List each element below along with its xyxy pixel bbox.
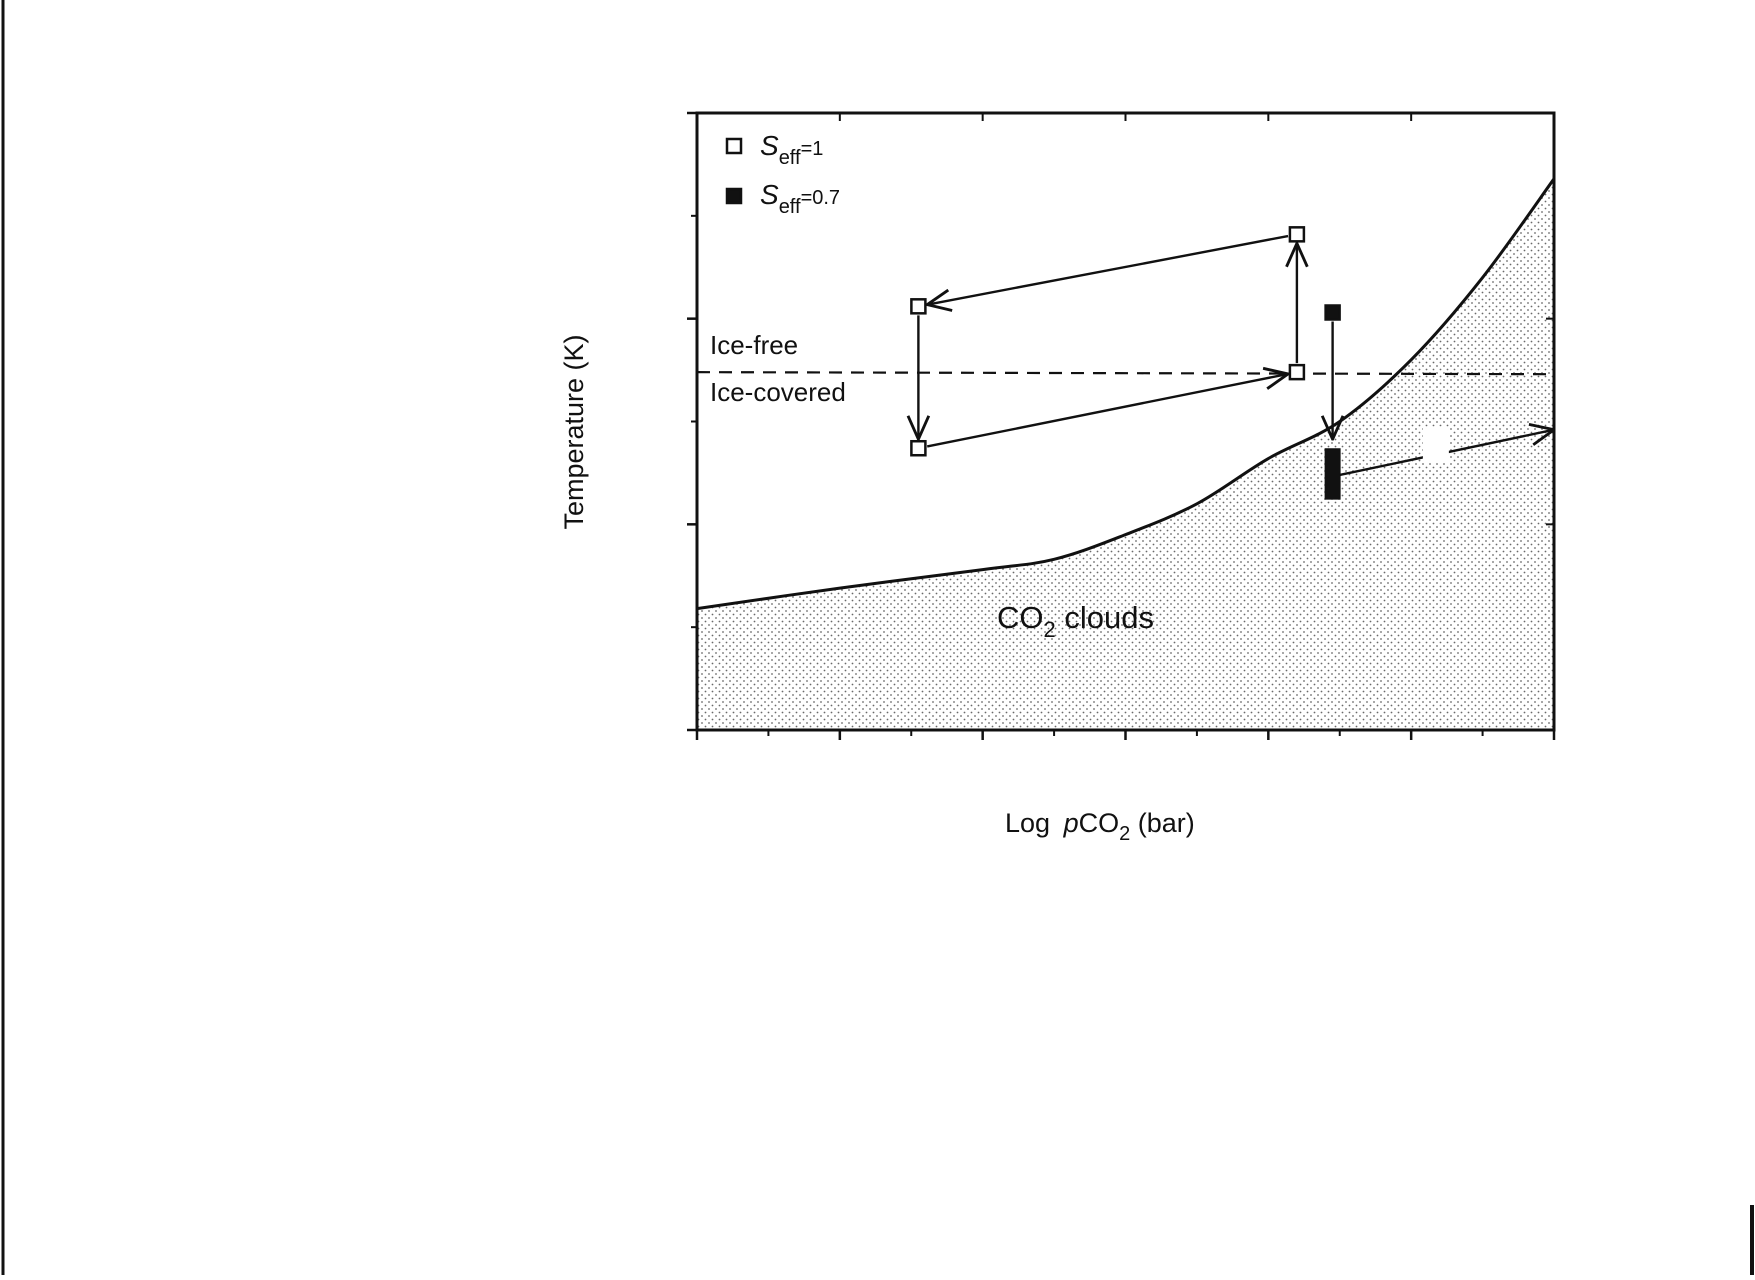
freezing-dashed-line bbox=[696, 371, 1555, 376]
s1-point-2-range-bar bbox=[1324, 448, 1341, 500]
co2-cloud-region bbox=[697, 178, 1554, 730]
question-mark-backdrop bbox=[1422, 426, 1449, 463]
x-axis-label: Log pCO2 (bar) bbox=[1005, 808, 1195, 845]
legend-filled-square-marker bbox=[725, 187, 743, 205]
s0-transition-arrow-4-to-1 bbox=[927, 234, 1289, 305]
plot-area bbox=[687, 111, 1556, 740]
s0-point-3-marker bbox=[1288, 363, 1306, 381]
s0-point-4-marker bbox=[1288, 226, 1306, 243]
legend-entry-1: Seff=1 bbox=[760, 130, 823, 169]
legend: Seff=1 Seff=0.7 bbox=[725, 130, 840, 218]
s0-transition-arrow-2-to-3 bbox=[926, 374, 1288, 448]
ice-covered-label: Ice-covered bbox=[710, 377, 846, 407]
s0-point-1-marker bbox=[910, 298, 927, 315]
y-axis-label: Temperature (K) bbox=[559, 334, 589, 529]
legend-entry-2: Seff=0.7 bbox=[760, 179, 840, 218]
ice-free-label: Ice-free bbox=[710, 330, 798, 360]
legend-open-square-marker bbox=[725, 137, 743, 155]
s0-point-2-marker bbox=[910, 439, 927, 457]
co2-cloud-boundary-line bbox=[696, 177, 1556, 611]
co2-clouds-label: CO2 clouds bbox=[997, 600, 1154, 642]
s1-point-1-marker bbox=[1324, 304, 1341, 321]
